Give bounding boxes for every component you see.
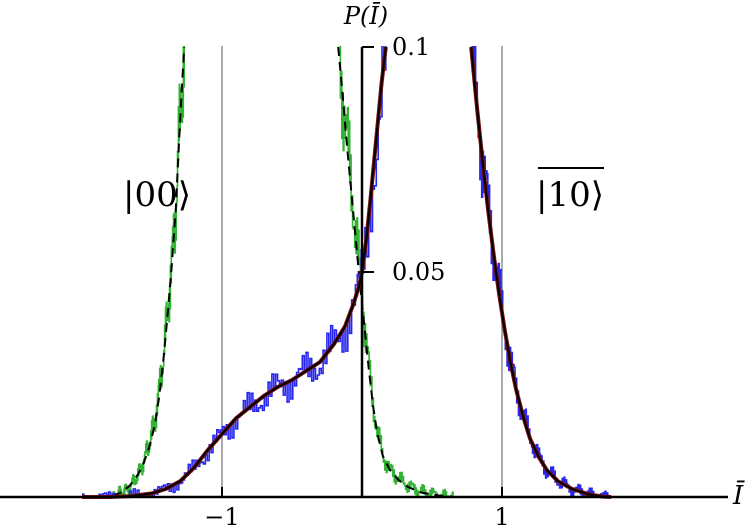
- annotation-state-10: |10⟩: [536, 175, 604, 215]
- series-line-8: [469, 46, 612, 499]
- y-tick-label-1: 0.1: [392, 33, 430, 61]
- series-dashed-1: [112, 46, 186, 497]
- series-histogram-4: [82, 46, 387, 498]
- x-tick-label-0: −1: [204, 503, 239, 526]
- annotation-state-00: |00⟩: [123, 175, 191, 215]
- axes: −1 1 0.05 0.1: [0, 33, 728, 526]
- x-axis-label: Ī: [732, 480, 745, 511]
- series-line-6: [82, 46, 387, 498]
- series-group: [82, 46, 612, 499]
- series-line-9: [470, 46, 612, 498]
- gridlines: [221, 46, 503, 497]
- series-dashed-3: [337, 46, 454, 498]
- y-axis-label: P(Ī): [343, 2, 388, 30]
- series-histogram-2: [338, 46, 454, 498]
- y-tick-label-0: 0.05: [392, 258, 445, 286]
- x-tick-label-1: 1: [494, 503, 509, 526]
